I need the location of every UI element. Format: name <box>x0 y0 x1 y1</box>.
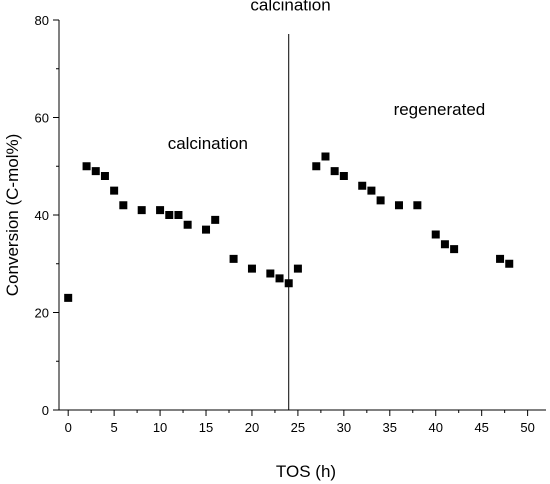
y-tick-label: 60 <box>35 111 49 126</box>
data-point <box>367 186 376 195</box>
x-tick-label: 50 <box>520 420 534 435</box>
y-tick-label: 40 <box>35 208 49 223</box>
axes <box>58 20 546 411</box>
data-point <box>183 220 192 229</box>
data-point <box>394 201 403 210</box>
ticks: 0 5 10 15 20 25 30 35 40 45 50 0 20 40 60 80 <box>35 13 535 435</box>
y-tick-label: 20 <box>35 306 49 321</box>
data-point <box>505 259 514 268</box>
x-tick-label: 25 <box>291 420 305 435</box>
data-point <box>321 152 330 161</box>
data-point <box>275 274 284 283</box>
data-points <box>64 152 514 302</box>
data-point <box>110 186 119 195</box>
x-tick-label: 35 <box>383 420 397 435</box>
data-point <box>440 240 449 249</box>
data-point <box>330 167 339 176</box>
data-point <box>413 201 422 210</box>
y-tick-label: 0 <box>42 403 49 418</box>
y-axis-title: Conversion (C-mol%) <box>3 134 22 296</box>
x-tick-label: 45 <box>474 420 488 435</box>
data-point <box>100 172 109 180</box>
data-point <box>64 293 73 302</box>
data-point <box>91 167 100 176</box>
x-tick-label: 10 <box>153 420 167 435</box>
data-point <box>284 279 293 288</box>
data-point <box>165 211 174 219</box>
data-point <box>247 264 256 273</box>
data-point <box>450 245 459 254</box>
x-axis-title: TOS (h) <box>276 462 336 481</box>
data-point <box>229 254 238 263</box>
data-point <box>358 181 367 190</box>
data-point <box>211 215 220 224</box>
data-point <box>202 225 211 234</box>
data-point <box>293 264 302 273</box>
x-tick-label: 5 <box>111 420 118 435</box>
data-point <box>431 230 440 239</box>
x-tick-label: 40 <box>429 420 443 435</box>
annotations: calcination calcination regenerated <box>168 0 486 153</box>
data-point <box>82 162 91 171</box>
x-tick-label: 30 <box>337 420 351 435</box>
annotation-label: calcination <box>250 0 330 14</box>
data-point <box>376 196 385 205</box>
data-point <box>156 206 165 215</box>
y-tick-label: 80 <box>35 13 49 28</box>
data-point <box>119 201 128 210</box>
x-tick-label: 0 <box>65 420 72 435</box>
data-point <box>174 211 183 219</box>
x-tick-label: 15 <box>199 420 213 435</box>
annotation-label: calcination <box>168 134 248 153</box>
data-point <box>496 254 505 263</box>
data-point <box>339 172 348 180</box>
data-point <box>137 206 146 215</box>
annotation-label: regenerated <box>394 100 486 119</box>
data-point <box>312 162 321 171</box>
x-tick-label: 20 <box>245 420 259 435</box>
data-point <box>266 269 275 278</box>
